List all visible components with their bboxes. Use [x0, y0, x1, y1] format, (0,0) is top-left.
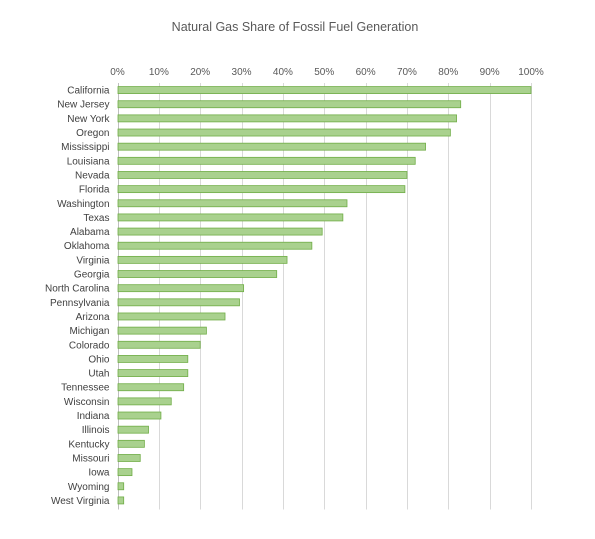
- x-tick-label: 50%: [314, 67, 334, 78]
- bar: [117, 397, 172, 406]
- x-tick-label: 90%: [480, 67, 500, 78]
- bar: [117, 496, 125, 505]
- bar: [117, 185, 406, 194]
- bar: [117, 213, 344, 222]
- category-label: Missouri: [72, 453, 109, 464]
- x-tick-label: 10%: [149, 67, 169, 78]
- category-label: Washington: [57, 199, 109, 210]
- category-label: Wisconsin: [64, 397, 110, 408]
- bar: [117, 199, 348, 208]
- bar: [117, 255, 288, 264]
- category-label: Florida: [79, 185, 110, 196]
- bar: [117, 298, 240, 307]
- bar: [117, 439, 145, 448]
- bar: [117, 425, 149, 434]
- bar: [117, 128, 451, 137]
- category-label: Oregon: [76, 128, 109, 139]
- bar: [117, 100, 462, 109]
- x-axis-ticks: 0% 10% 20% 30% 40% 50% 60% 70% 80% 90% 100%: [110, 67, 544, 78]
- category-label: California: [67, 86, 110, 97]
- category-label: Colorado: [69, 340, 110, 351]
- category-label: Arizona: [76, 312, 110, 323]
- category-label: Oklahoma: [64, 241, 110, 252]
- category-label: West Virginia: [51, 496, 110, 507]
- category-label: Iowa: [88, 468, 110, 479]
- category-label: Texas: [83, 213, 109, 224]
- bar: [117, 454, 141, 462]
- bar: [117, 241, 313, 250]
- bar: [117, 114, 457, 123]
- category-label: New York: [67, 114, 110, 125]
- category-label: Mississippi: [61, 142, 109, 153]
- x-tick-label: 40%: [273, 67, 293, 78]
- bar: [117, 369, 189, 377]
- bar: [117, 340, 201, 349]
- category-label: Utah: [88, 369, 109, 380]
- category-label: Kentucky: [68, 439, 109, 450]
- bar: [117, 355, 189, 363]
- x-tick-label: 100%: [518, 67, 544, 78]
- category-label: New Jersey: [57, 100, 109, 111]
- category-labels: California New Jersey New York Oregon Missis…: [45, 86, 110, 507]
- bar: [117, 171, 408, 179]
- bar: [117, 142, 426, 151]
- bar: [117, 411, 162, 420]
- bar: [117, 284, 245, 293]
- bar: [117, 270, 278, 278]
- bar: [117, 482, 125, 491]
- bars: [117, 86, 532, 505]
- bar: [117, 86, 532, 94]
- category-label: Tennessee: [61, 383, 110, 394]
- bar: [117, 227, 323, 236]
- x-tick-label: 70%: [397, 67, 417, 78]
- category-label: Pennsylvania: [50, 298, 110, 309]
- bar: [117, 468, 133, 477]
- x-tick-label: 60%: [356, 67, 376, 78]
- category-label: Nevada: [75, 170, 110, 181]
- category-label: Virginia: [76, 255, 110, 266]
- x-tick-label: 80%: [438, 67, 458, 78]
- bar: [117, 312, 226, 321]
- category-label: Wyoming: [68, 482, 110, 493]
- bar: [117, 383, 185, 392]
- category-label: Indiana: [77, 411, 110, 422]
- bar: [117, 156, 416, 165]
- x-tick-label: 0%: [110, 67, 125, 78]
- category-label: Georgia: [74, 270, 110, 281]
- category-label: Illinois: [82, 425, 110, 436]
- gridlines: [118, 83, 532, 510]
- x-tick-label: 30%: [232, 67, 252, 78]
- category-label: Ohio: [88, 354, 110, 365]
- chart-title: Natural Gas Share of Fossil Fuel Generat…: [172, 20, 419, 34]
- category-label: Alabama: [70, 227, 110, 238]
- bar: [117, 326, 207, 335]
- category-label: North Carolina: [45, 284, 110, 295]
- category-label: Louisiana: [67, 156, 110, 167]
- category-label: Michigan: [69, 326, 109, 337]
- x-tick-label: 20%: [190, 67, 210, 78]
